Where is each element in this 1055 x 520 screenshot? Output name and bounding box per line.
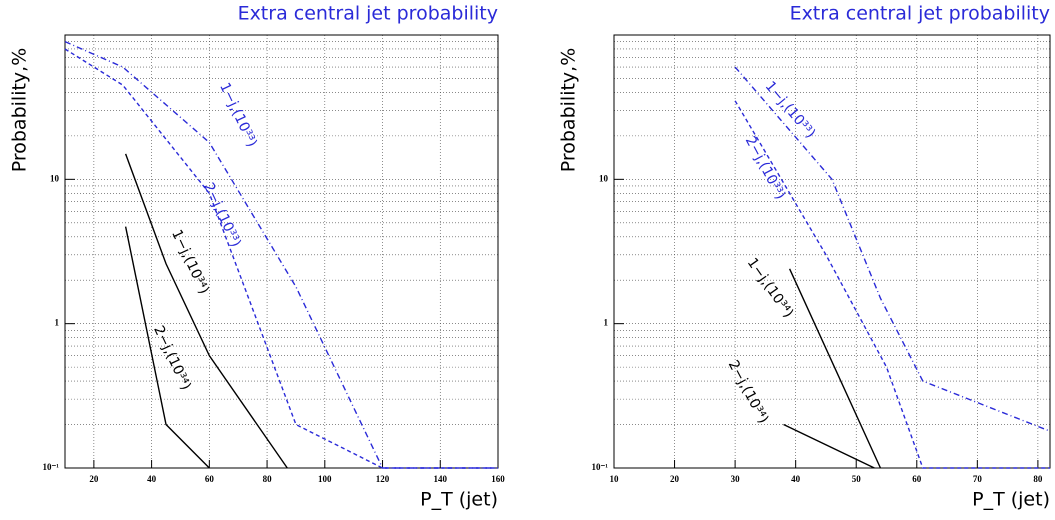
y-axis-label: Probability,% (558, 48, 580, 173)
x-tick-label: 70 (973, 474, 983, 484)
line-series (124, 226, 210, 469)
line-series (734, 66, 1051, 432)
y-tick-label: 10 (599, 173, 609, 183)
line-series (734, 100, 1050, 469)
x-tick-label: 50 (852, 474, 862, 484)
y-axis-label: Probability,% (9, 48, 31, 173)
y-tick-label: 10⁻¹ (43, 462, 60, 472)
chart-title: Extra central jet probability (238, 3, 498, 25)
x-tick-label: 80 (1033, 474, 1043, 484)
x-tick-label: 40 (147, 474, 157, 484)
y-tick-label: 10⁻¹ (592, 462, 609, 472)
y-tick-label: 10 (50, 173, 60, 183)
x-tick-label: 120 (376, 474, 390, 484)
plot-frame (613, 34, 1051, 469)
x-tick-label: 10 (610, 474, 620, 484)
line-series (124, 153, 288, 469)
line-series (783, 423, 875, 469)
series-label: 2−j,(10³³) (200, 180, 244, 249)
x-tick-label: 60 (912, 474, 922, 484)
x-axis-label: P_T (jet) (420, 489, 498, 511)
series-label: 1−j,(10³⁴) (744, 255, 797, 321)
series-label: 1−j,(10³³) (762, 78, 819, 141)
x-tick-label: 100 (318, 474, 332, 484)
x-tick-label: 140 (434, 474, 448, 484)
x-axis-label: P_T (jet) (972, 489, 1050, 511)
x-tick-label: 20 (670, 474, 680, 484)
plot-frame (64, 34, 499, 469)
y-tick-label: 1 (604, 318, 609, 328)
line-series (788, 268, 882, 469)
y-tick-label: 1 (55, 318, 60, 328)
series-label: 2−j,(10³³) (742, 134, 788, 202)
line-series (64, 48, 498, 469)
x-tick-label: 160 (491, 474, 505, 484)
series-label: 1−j,(10³³) (216, 80, 260, 149)
x-tick-label: 40 (791, 474, 801, 484)
x-tick-label: 30 (731, 474, 741, 484)
chart-title: Extra central jet probability (790, 3, 1050, 25)
series-label: 2−j,(10³⁴) (725, 358, 771, 426)
series-label: 1−j,(10³⁴) (168, 227, 212, 296)
x-tick-label: 20 (89, 474, 99, 484)
x-tick-label: 60 (205, 474, 215, 484)
x-tick-label: 80 (263, 474, 273, 484)
line-series (64, 40, 498, 469)
